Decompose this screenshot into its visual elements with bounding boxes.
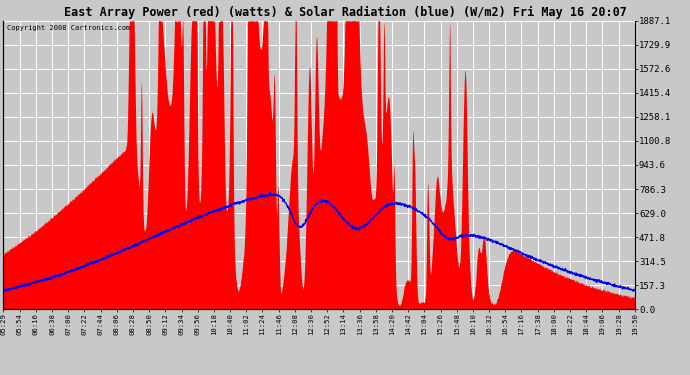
Text: Copyright 2008 Cartronics.com: Copyright 2008 Cartronics.com [7, 25, 130, 31]
Text: East Array Power (red) (watts) & Solar Radiation (blue) (W/m2) Fri May 16 20:07: East Array Power (red) (watts) & Solar R… [63, 6, 627, 19]
